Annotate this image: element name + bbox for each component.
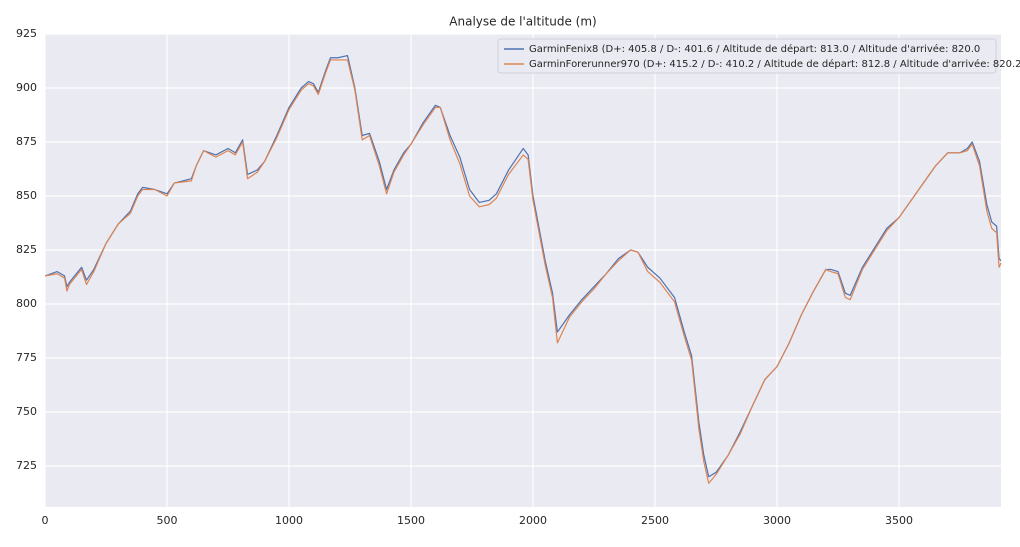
x-tick-label: 500 [157, 514, 178, 527]
legend-label: GarminForerunner970 (D+: 415.2 / D-: 410… [529, 58, 1020, 70]
y-tick-label: 825 [16, 243, 37, 256]
y-tick-label: 775 [16, 351, 37, 364]
x-tick-label: 1500 [397, 514, 425, 527]
x-tick-label: 3000 [763, 514, 791, 527]
y-tick-label: 850 [16, 189, 37, 202]
x-tick-label: 0 [42, 514, 49, 527]
chart-title: Analyse de l'altitude (m) [449, 15, 596, 29]
x-tick-label: 3500 [885, 514, 913, 527]
y-tick-label: 725 [16, 459, 37, 472]
series-line [44, 59, 1002, 484]
x-tick-label: 1000 [275, 514, 303, 527]
legend: GarminFenix8 (D+: 405.8 / D-: 401.6 / Al… [497, 38, 1020, 74]
x-tick-label: 2500 [641, 514, 669, 527]
y-tick-label: 925 [16, 27, 37, 40]
legend-box [497, 38, 997, 74]
y-tick-label: 800 [16, 297, 37, 310]
y-tick-label: 875 [16, 135, 37, 148]
x-tick-label: 2000 [519, 514, 547, 527]
y-tick-label: 750 [16, 405, 37, 418]
y-tick-label: 900 [16, 81, 37, 94]
legend-label: GarminFenix8 (D+: 405.8 / D-: 401.6 / Al… [529, 43, 980, 55]
plot-area [45, 34, 1001, 507]
